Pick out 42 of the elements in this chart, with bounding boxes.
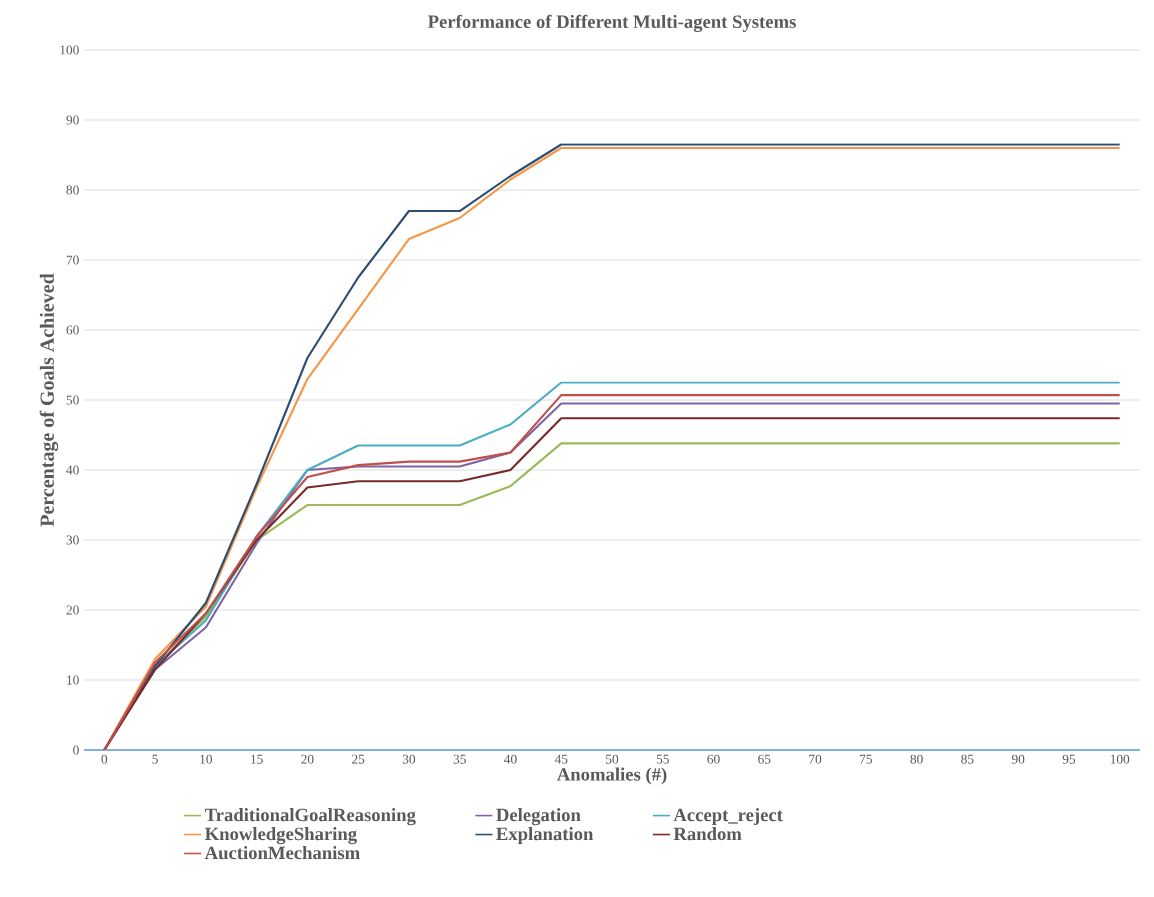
y-tick-label: 0 xyxy=(73,745,79,755)
x-tick-label: 80 xyxy=(910,754,923,764)
y-tick-label: 70 xyxy=(66,255,79,265)
x-tick-label: 95 xyxy=(1062,754,1076,764)
x-tick-label: 70 xyxy=(809,754,822,764)
legend-label: KnowledgeSharing xyxy=(204,827,357,845)
x-tick-label: 20 xyxy=(301,754,314,764)
chart-title: Performance of Different Multi-agent Systems xyxy=(427,14,796,32)
x-tick-label: 55 xyxy=(656,754,669,764)
legend-label: Accept_reject xyxy=(673,808,783,826)
legend-label: AuctionMechanism xyxy=(204,846,360,860)
x-tick-label: 90 xyxy=(1011,754,1025,764)
x-tick-label: 0 xyxy=(101,754,108,764)
legend-label: Random xyxy=(673,827,742,841)
y-tick-label: 20 xyxy=(66,605,79,615)
x-tick-label: 10 xyxy=(200,754,213,764)
y-tick-label: 40 xyxy=(66,465,79,475)
x-tick-label: 75 xyxy=(860,754,872,764)
y-tick-label: 30 xyxy=(66,535,79,545)
legend-label: Explanation xyxy=(496,827,594,844)
x-tick-label: 45 xyxy=(554,754,568,764)
x-tick-label: 100 xyxy=(1110,754,1130,764)
y-tick-label: 60 xyxy=(66,325,79,335)
y-axis-title: Percentage of Goals Achieved xyxy=(39,273,59,527)
x-tick-label: 85 xyxy=(961,754,974,764)
legend-label: Delegation xyxy=(496,808,581,826)
legend-label: TraditionalGoalReasoning xyxy=(204,808,416,826)
y-tick-label: 10 xyxy=(67,675,79,685)
y-tick-label: 80 xyxy=(66,185,79,195)
x-tick-label: 35 xyxy=(453,754,466,764)
x-tick-label: 30 xyxy=(402,754,416,764)
x-tick-label: 5 xyxy=(152,754,158,764)
x-axis-title: Anomalies (#) xyxy=(556,767,667,785)
x-tick-label: 60 xyxy=(707,754,720,764)
x-tick-label: 50 xyxy=(606,754,619,764)
y-tick-label: 50 xyxy=(66,395,79,405)
y-tick-label: 100 xyxy=(60,45,79,55)
x-tick-label: 40 xyxy=(504,754,517,764)
x-tick-label: 15 xyxy=(251,754,263,764)
x-tick-label: 25 xyxy=(352,754,365,764)
y-tick-label: 90 xyxy=(66,115,79,125)
x-tick-label: 65 xyxy=(758,754,771,764)
